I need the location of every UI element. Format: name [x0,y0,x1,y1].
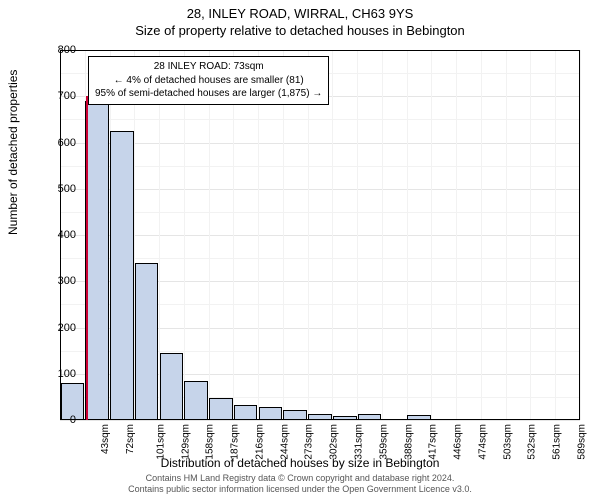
gridline-horizontal [60,212,580,213]
histogram-bar [283,410,307,420]
histogram-bar [110,131,134,420]
x-tick-label: 273sqm [304,424,315,460]
page-title-line1: 28, INLEY ROAD, WIRRAL, CH63 9YS [0,0,600,21]
axis-border [60,50,580,51]
gridline-horizontal [60,143,580,144]
x-tick-label: 72sqm [125,424,136,454]
gridline-horizontal [60,119,580,120]
y-tick-label: 500 [36,183,76,195]
gridline-vertical [357,50,358,420]
gridline-vertical [530,50,531,420]
histogram-bar [85,101,109,420]
x-tick-label: 43sqm [100,424,111,454]
callout-line3: 95% of semi-detached houses are larger (… [95,87,322,101]
y-tick-label: 200 [36,322,76,334]
histogram-bar [259,407,283,420]
property-marker-line [86,96,88,420]
gridline-vertical [431,50,432,420]
page-title-line2: Size of property relative to detached ho… [0,21,600,38]
x-tick-label: 101sqm [155,424,166,460]
gridline-vertical [209,50,210,420]
y-tick-label: 100 [36,368,76,380]
gridline-horizontal [60,189,580,190]
y-tick-label: 300 [36,275,76,287]
y-tick-label: 700 [36,90,76,102]
histogram-bar [234,405,258,420]
x-tick-label: 474sqm [477,424,488,460]
x-tick-label: 302sqm [329,424,340,460]
x-tick-label: 532sqm [527,424,538,460]
histogram-bar [358,414,382,420]
y-tick-label: 600 [36,137,76,149]
x-tick-label: 561sqm [552,424,563,460]
x-tick-label: 388sqm [403,424,414,460]
x-tick-label: 244sqm [279,424,290,460]
gridline-horizontal [60,258,580,259]
histogram-bar [407,415,431,420]
x-tick-label: 187sqm [230,424,241,460]
gridline-horizontal [60,420,580,421]
footer-line2: Contains public sector information licen… [0,484,600,496]
gridline-vertical [481,50,482,420]
histogram-bar [184,381,208,420]
gridline-vertical [506,50,507,420]
gridline-vertical [407,50,408,420]
axis-border [579,50,580,420]
y-tick-label: 800 [36,44,76,56]
x-tick-label: 331sqm [354,424,365,460]
gridline-vertical [456,50,457,420]
gridline-vertical [283,50,284,420]
histogram-bar [209,398,233,420]
chart-plot-area [60,50,580,420]
footer-line1: Contains HM Land Registry data © Crown c… [0,473,600,485]
x-tick-label: 359sqm [378,424,389,460]
property-callout: 28 INLEY ROAD: 73sqm← 4% of detached hou… [88,56,329,105]
x-tick-label: 503sqm [502,424,513,460]
gridline-vertical [382,50,383,420]
histogram-bar [308,414,332,420]
gridline-horizontal [60,235,580,236]
histogram-bar [333,416,357,420]
callout-line2: ← 4% of detached houses are smaller (81) [95,74,322,88]
callout-line1: 28 INLEY ROAD: 73sqm [95,60,322,74]
x-tick-label: 446sqm [453,424,464,460]
x-tick-label: 417sqm [428,424,439,460]
x-tick-label: 589sqm [576,424,587,460]
y-tick-label: 0 [36,414,76,426]
y-tick-label: 400 [36,229,76,241]
gridline-vertical [580,50,581,420]
histogram-bar [160,353,184,420]
gridline-vertical [233,50,234,420]
gridline-vertical [258,50,259,420]
gridline-horizontal [60,166,580,167]
histogram-bar [135,263,159,420]
y-axis-label: Number of detached properties [6,70,20,235]
x-tick-label: 158sqm [205,424,216,460]
gridline-vertical [332,50,333,420]
x-tick-label: 129sqm [180,424,191,460]
x-tick-label: 216sqm [255,424,266,460]
gridline-vertical [308,50,309,420]
attribution-footer: Contains HM Land Registry data © Crown c… [0,473,600,496]
gridline-vertical [184,50,185,420]
gridline-vertical [555,50,556,420]
